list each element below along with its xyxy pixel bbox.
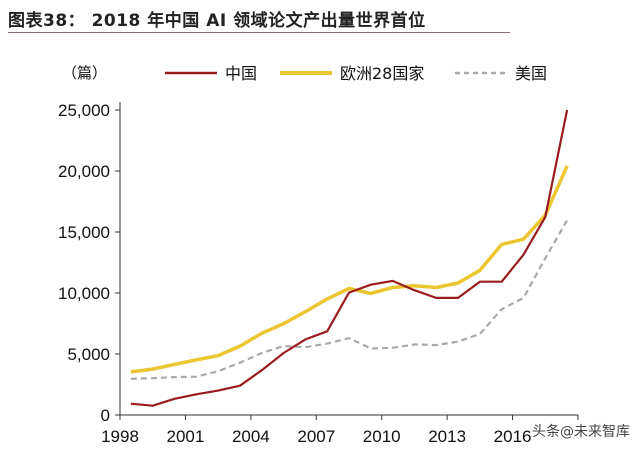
y-tick-label: 20,000 [58, 162, 110, 181]
x-tick-label: 2013 [428, 427, 466, 446]
legend-label: 中国 [225, 64, 257, 83]
y-tick-label: 5,000 [67, 345, 110, 364]
x-tick-label: 2004 [232, 427, 270, 446]
legend-label: 美国 [515, 64, 547, 83]
y-axis-unit-label: （篇） [62, 64, 107, 82]
legend-label: 欧洲28国家 [340, 64, 424, 83]
chart-title: 图表38： 2018 年中国 AI 领域论文产出量世界首位 [8, 11, 426, 31]
x-tick-label: 2001 [167, 427, 205, 446]
y-tick-label: 0 [101, 406, 110, 425]
y-tick-label: 15,000 [58, 223, 110, 242]
y-tick-label: 10,000 [58, 284, 110, 303]
x-tick-label: 2010 [363, 427, 401, 446]
series-line-1 [130, 165, 569, 374]
x-tick-label: 1998 [101, 427, 139, 446]
y-tick-label: 25,000 [58, 101, 110, 120]
x-tick-label: 2007 [297, 427, 335, 446]
x-tick-label: 2016 [494, 427, 532, 446]
title-divider [8, 32, 510, 33]
watermark: 头条@未来智库 [532, 421, 630, 441]
